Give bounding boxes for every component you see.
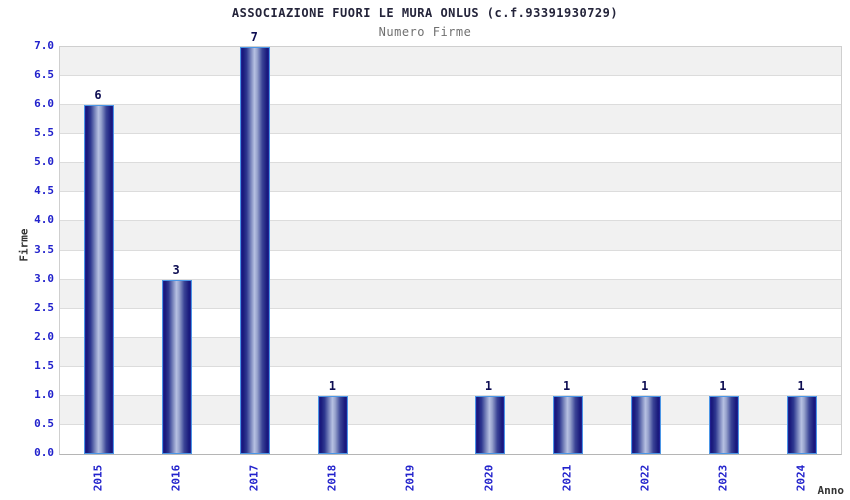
bar bbox=[240, 47, 271, 454]
x-tick-label: 2020 bbox=[482, 464, 496, 492]
y-tick-label: 7.0 bbox=[34, 39, 54, 52]
y-tick-label: 0.5 bbox=[34, 416, 54, 430]
bar bbox=[474, 395, 505, 454]
bar-value-label: 1 bbox=[719, 378, 727, 393]
gridline bbox=[60, 162, 841, 164]
bar bbox=[630, 395, 661, 454]
bar-value-label: 1 bbox=[797, 378, 805, 393]
x-tick-label: 2015 bbox=[91, 464, 105, 492]
gridline bbox=[60, 336, 841, 338]
x-tick-label: 2023 bbox=[716, 464, 730, 492]
x-tick-label: 2019 bbox=[403, 464, 417, 492]
bar-value-label: 1 bbox=[484, 378, 493, 393]
chart-subtitle: Numero Firme bbox=[378, 25, 472, 39]
bar-value-label: 1 bbox=[563, 378, 571, 393]
x-tick-label: 2016 bbox=[169, 464, 183, 492]
y-tick-label: 5.0 bbox=[34, 155, 54, 169]
gridline bbox=[60, 191, 841, 193]
plot-area bbox=[59, 46, 842, 455]
gridline bbox=[60, 133, 841, 135]
gridline bbox=[60, 365, 841, 367]
gridline bbox=[60, 220, 841, 222]
bar bbox=[552, 395, 583, 454]
y-tick-label: 3.0 bbox=[34, 271, 54, 285]
plot-band bbox=[60, 192, 841, 222]
x-tick-label: 2024 bbox=[794, 464, 808, 492]
bar bbox=[84, 105, 115, 454]
bar bbox=[708, 395, 739, 454]
plot-band bbox=[60, 47, 841, 77]
bar bbox=[786, 395, 817, 454]
gridline bbox=[60, 104, 841, 106]
bar bbox=[162, 279, 193, 454]
x-tick-label: 2022 bbox=[638, 464, 652, 492]
plot-band bbox=[60, 134, 841, 164]
y-tick-label: 6.0 bbox=[34, 97, 54, 111]
bar-value-label: 1 bbox=[641, 378, 649, 393]
x-tick-label: 2018 bbox=[325, 464, 339, 492]
plot-band bbox=[60, 163, 841, 193]
x-tick-label: 2017 bbox=[247, 464, 261, 492]
y-tick-label: 1.5 bbox=[34, 358, 54, 372]
y-tick-label: 4.5 bbox=[34, 184, 54, 198]
gridline bbox=[60, 394, 841, 396]
plot-band bbox=[60, 250, 841, 280]
plot-band bbox=[60, 221, 841, 251]
gridline bbox=[60, 307, 841, 309]
y-tick-label: 3.5 bbox=[34, 242, 54, 256]
y-tick-label: 6.5 bbox=[34, 68, 54, 82]
bar bbox=[318, 395, 349, 454]
y-tick-label: 1.0 bbox=[34, 387, 54, 401]
gridline bbox=[60, 249, 841, 251]
y-tick-label: 5.5 bbox=[34, 126, 54, 140]
x-tick-label: 2021 bbox=[560, 464, 574, 492]
y-tick-label: 4.0 bbox=[34, 213, 54, 227]
x-axis-title: Anno bbox=[817, 484, 845, 497]
gridline bbox=[60, 278, 841, 280]
gridline bbox=[60, 423, 841, 425]
bar-value-label: 1 bbox=[328, 378, 336, 393]
bar-value-label: 7 bbox=[250, 30, 258, 44]
y-tick-label: 2.0 bbox=[34, 329, 54, 343]
gridline bbox=[60, 75, 841, 77]
plot-band bbox=[60, 105, 841, 135]
bar-value-label: 6 bbox=[94, 88, 102, 103]
y-tick-label: 0.0 bbox=[34, 446, 54, 459]
chart-title: ASSOCIAZIONE FUORI LE MURA ONLUS (c.f.93… bbox=[231, 6, 619, 20]
y-tick-label: 2.5 bbox=[34, 300, 54, 314]
bar-value-label: 3 bbox=[172, 262, 180, 277]
plot-band bbox=[60, 76, 841, 106]
